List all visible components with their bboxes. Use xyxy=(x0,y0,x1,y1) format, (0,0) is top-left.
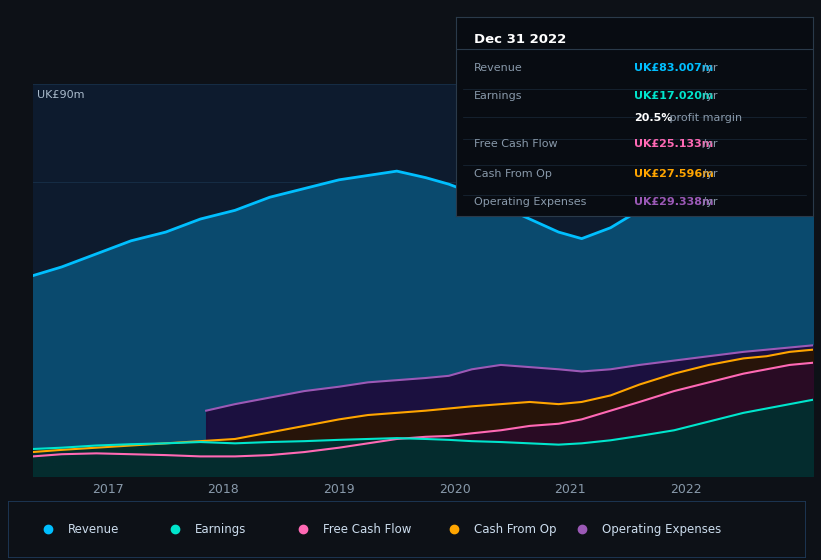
Text: UK£29.338m: UK£29.338m xyxy=(635,197,713,207)
Text: Revenue: Revenue xyxy=(474,63,522,73)
Text: /yr: /yr xyxy=(699,197,717,207)
Text: /yr: /yr xyxy=(699,139,717,149)
Text: /yr: /yr xyxy=(699,91,717,101)
Text: Earnings: Earnings xyxy=(474,91,522,101)
Text: UK£83.007m: UK£83.007m xyxy=(635,63,713,73)
Text: Cash From Op: Cash From Op xyxy=(474,169,552,179)
Text: profit margin: profit margin xyxy=(667,113,742,123)
Text: UK£0: UK£0 xyxy=(37,458,67,468)
Text: 20.5%: 20.5% xyxy=(635,113,672,123)
Text: UK£17.020m: UK£17.020m xyxy=(635,91,713,101)
Text: Free Cash Flow: Free Cash Flow xyxy=(323,522,411,536)
Text: Free Cash Flow: Free Cash Flow xyxy=(474,139,557,149)
Text: Operating Expenses: Operating Expenses xyxy=(474,197,586,207)
Text: /yr: /yr xyxy=(699,63,717,73)
Text: Dec 31 2022: Dec 31 2022 xyxy=(474,32,566,46)
Text: Cash From Op: Cash From Op xyxy=(474,522,557,536)
Text: UK£90m: UK£90m xyxy=(37,90,85,100)
Bar xyxy=(750,84,813,476)
Text: Earnings: Earnings xyxy=(195,522,247,536)
Text: UK£27.596m: UK£27.596m xyxy=(635,169,714,179)
Text: UK£25.133m: UK£25.133m xyxy=(635,139,713,149)
Text: /yr: /yr xyxy=(699,169,717,179)
Text: Revenue: Revenue xyxy=(68,522,119,536)
Text: Operating Expenses: Operating Expenses xyxy=(602,522,721,536)
